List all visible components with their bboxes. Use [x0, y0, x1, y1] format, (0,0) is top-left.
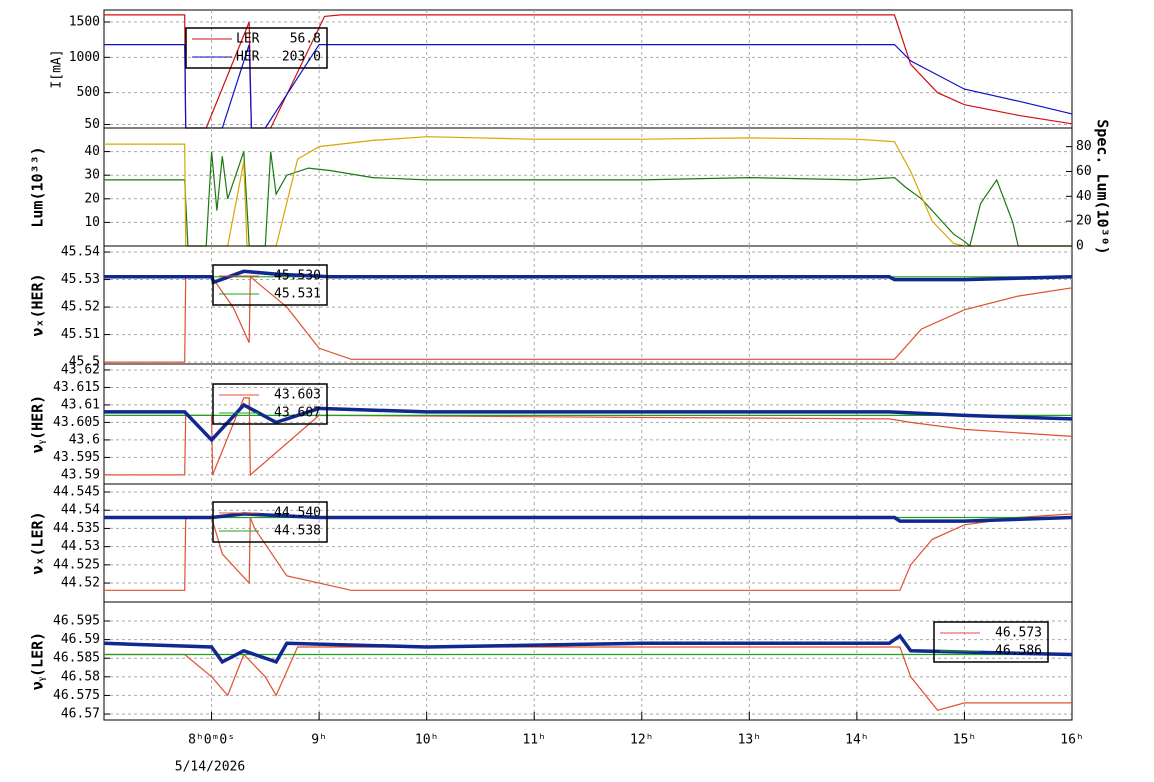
y-tick-label: 45.53 — [61, 272, 100, 287]
y2-tick-label: 80 — [1076, 139, 1092, 154]
y-axis-label: νᵧ(HER) — [29, 395, 47, 453]
y-tick-label: 45.54 — [61, 245, 100, 260]
y-tick-label: 44.545 — [53, 485, 100, 500]
y-tick-label: 43.6 — [69, 432, 100, 447]
y-tick-label: 44.52 — [61, 576, 100, 591]
y-axis-label: I[mA] — [50, 49, 65, 88]
legend-box — [212, 383, 328, 425]
series-line — [104, 275, 1073, 363]
y2-tick-label: 40 — [1076, 189, 1092, 204]
y-tick-label: 10 — [84, 215, 100, 230]
y2-axis-label: Spec. Lum(10³⁰) — [1094, 119, 1112, 254]
series-line — [104, 512, 1073, 523]
y-axis-label: Lum(10³³) — [29, 146, 47, 227]
legend-label: LER — [236, 32, 260, 47]
legend-value: 43.607 — [274, 406, 321, 421]
y-tick-label: 500 — [77, 85, 100, 100]
y-tick-label: 43.605 — [53, 415, 100, 430]
y-tick-label: 46.575 — [53, 688, 100, 703]
y-tick-label: 45.52 — [61, 300, 100, 315]
y-tick-label: 46.595 — [53, 613, 100, 628]
y-tick-label: 43.595 — [53, 450, 100, 465]
y-tick-label: 44.53 — [61, 539, 100, 554]
y-tick-label: 45.5 — [69, 355, 100, 370]
panel-frame — [103, 601, 1073, 721]
series-line — [104, 402, 1073, 443]
y-tick-label: 43.61 — [61, 397, 100, 412]
y-tick-label: 46.57 — [61, 707, 100, 722]
y-tick-label: 1500 — [69, 15, 100, 30]
legend-value: 203.0 — [282, 50, 321, 65]
x-tick-label: 10ʰ — [415, 733, 438, 748]
x-tick-label: 13ʰ — [738, 733, 761, 748]
series-line — [104, 646, 1072, 711]
y-tick-label: 44.525 — [53, 557, 100, 572]
legend-box — [212, 501, 328, 543]
x-tick-label: 16ʰ — [1060, 733, 1083, 748]
legend-box — [212, 264, 328, 306]
y-tick-label: 43.62 — [61, 362, 100, 377]
y-tick-label: 20 — [84, 191, 100, 206]
legend-value: 43.603 — [274, 388, 321, 403]
legend-value: 44.538 — [274, 524, 321, 539]
x-tick-label: 9ʰ — [311, 733, 327, 748]
y-tick-label: 46.59 — [61, 632, 100, 647]
legend-value: 46.586 — [995, 644, 1042, 659]
x-tick-label: 11ʰ — [522, 733, 545, 748]
y-tick-label: 1000 — [69, 50, 100, 65]
legend-box — [933, 621, 1049, 663]
x-tick-label: 14ʰ — [845, 733, 868, 748]
legend-value: 45.530 — [274, 269, 321, 284]
y-axis-label: νᵧ(LER) — [29, 632, 47, 690]
series-line — [103, 633, 1073, 665]
x-tick-label: 12ʰ — [630, 733, 653, 748]
y-tick-label: 40 — [84, 144, 100, 159]
x-tick-label: 8ʰ0ᵐ0ˢ — [188, 733, 235, 748]
legend-label: HER — [236, 50, 260, 65]
y2-tick-label: 20 — [1076, 214, 1092, 229]
y2-tick-label: 0 — [1076, 239, 1084, 254]
x-tick-label: 15ʰ — [953, 733, 976, 748]
y2-tick-label: 60 — [1076, 164, 1092, 179]
legend-value: 46.573 — [995, 626, 1042, 641]
y-tick-label: 30 — [84, 168, 100, 183]
panel-frame — [103, 127, 1073, 247]
x-axis-label: 5/14/2026 — [175, 760, 245, 775]
y-tick-label: 46.585 — [53, 651, 100, 666]
legend-value: 45.531 — [274, 287, 321, 302]
y-tick-label: 43.615 — [53, 380, 100, 395]
y-tick-label: 44.535 — [53, 521, 100, 536]
y-tick-label: 44.54 — [61, 503, 100, 518]
legend-value: 44.540 — [274, 506, 321, 521]
y-axis-label: νₓ(LER) — [29, 511, 47, 574]
series-line — [104, 513, 1073, 591]
y-tick-label: 45.51 — [61, 327, 100, 342]
y-axis-label: νₓ(HER) — [29, 273, 47, 336]
y-tick-label: 46.58 — [61, 669, 100, 684]
y-tick-label: 43.59 — [61, 467, 100, 482]
legend-box — [185, 27, 328, 69]
legend-value: 56.8 — [290, 32, 321, 47]
series-line — [104, 151, 1072, 248]
series-line — [104, 136, 1072, 247]
y-tick-label: 50 — [84, 117, 100, 132]
